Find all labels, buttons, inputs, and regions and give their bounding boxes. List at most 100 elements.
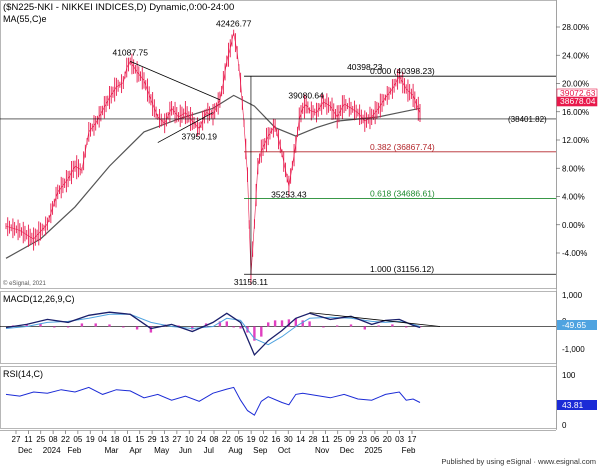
macd-histogram-bar — [260, 326, 263, 337]
macd-histogram-bar — [280, 320, 284, 327]
x-tick-label: 15 — [135, 435, 144, 444]
support-line-label: (38401.82) — [508, 115, 547, 124]
rsi-layer — [5, 386, 421, 416]
x-tick-label: 01 — [123, 435, 132, 444]
macd-histogram-bar — [66, 326, 70, 328]
x-tick-label: 05 — [73, 435, 82, 444]
x-month-label: Apr — [129, 446, 142, 455]
price-y-tick-label: 8.00% — [562, 164, 585, 173]
x-tick-label: 22 — [61, 435, 70, 444]
x-tick-label: 25 — [36, 435, 45, 444]
x-month-label: Feb — [402, 446, 416, 455]
x-tick-label: 29 — [148, 435, 157, 444]
x-tick-label: 04 — [98, 435, 107, 444]
x-tick-label: 11 — [321, 435, 330, 444]
macd-layer — [0, 311, 556, 357]
x-tick-label: 20 — [383, 435, 392, 444]
macd-panel-frame — [0, 291, 557, 364]
fib-label: 1.000 (31156.12) — [370, 264, 434, 274]
macd-histogram-bar — [225, 321, 228, 327]
x-month-label: Dec — [18, 446, 32, 455]
rsi-y-tick-label: 100 — [562, 371, 576, 380]
macd-title: MACD(12,26,9,C) — [3, 294, 75, 304]
trendline-upper — [130, 61, 221, 101]
macd-histogram-bar — [336, 325, 339, 327]
price-y-tick-label: 24.00% — [562, 51, 589, 60]
x-tick-label: 17 — [408, 435, 417, 444]
x-month-label: Sep — [253, 446, 268, 455]
x-month-label: Jul — [204, 446, 214, 455]
macd-histogram-bar — [239, 326, 242, 329]
macd-histogram-bar — [391, 324, 394, 327]
x-month-label: Jun — [179, 446, 192, 455]
x-month-label: Aug — [228, 446, 242, 455]
price-y-tick-label: 16.00% — [562, 108, 589, 117]
x-tick-label: 08 — [210, 435, 219, 444]
macd-histogram-bar — [122, 326, 125, 328]
x-tick-label: 27 — [172, 435, 181, 444]
macd-histogram-bar — [308, 321, 311, 327]
macd-histogram-bar — [287, 319, 291, 327]
x-month-label: Oct — [278, 446, 291, 455]
macd-histogram-bar — [267, 322, 270, 327]
price-y-tick-label: 0.00% — [562, 221, 585, 230]
macd-histogram-bar — [322, 326, 325, 328]
x-tick-label: 08 — [49, 435, 58, 444]
macd-histogram-bar — [232, 326, 235, 328]
price-y-tick-label: -4.00% — [562, 249, 587, 258]
x-month-label: Mar — [105, 446, 119, 455]
fib-label: 0.618 (34686.61) — [370, 189, 435, 199]
macd-histogram-bar — [80, 323, 84, 327]
x-tick-label: 25 — [333, 435, 342, 444]
x-tick-label: 05 — [234, 435, 243, 444]
footer-credit: Published by using eSignal · www.esignal… — [441, 457, 596, 466]
price-label: 42426.77 — [216, 19, 252, 29]
price-y-tick-label: 12.00% — [562, 136, 589, 145]
macd-y-tick-label: -1,000 — [562, 345, 585, 354]
price-line — [5, 32, 421, 275]
x-tick-label: 27 — [12, 435, 21, 444]
macd-histogram-bar — [273, 320, 277, 327]
rsi-panel-frame — [0, 366, 557, 429]
axis-layer: 28.00% 24.00% 20.00% 16.00% 12.00% 8.00% 4.00%… — [0, 23, 598, 455]
macd-histogram-bar — [218, 321, 222, 327]
price-label: 37950.19 — [181, 132, 217, 142]
last-price-value: 38678.04 — [560, 96, 596, 106]
macd-last-value: -49.65 — [562, 320, 586, 330]
x-tick-label: 06 — [370, 435, 379, 444]
fib-label: 0.000 (40398.23) — [370, 66, 435, 76]
x-tick-label: 28 — [309, 435, 318, 444]
ma-label: MA(55,C)e — [3, 14, 47, 24]
x-month-label: 2024 — [43, 446, 61, 455]
x-tick-label: 11 — [24, 435, 33, 444]
price-label: 35253.43 — [271, 189, 307, 199]
x-tick-label: 22 — [222, 435, 231, 444]
price-y-tick-label: 20.00% — [562, 80, 589, 89]
macd-histogram-bar — [25, 324, 28, 327]
rsi-last-badge — [557, 400, 597, 410]
price-label: 31156.11 — [234, 277, 268, 287]
macd-histogram-bar — [149, 326, 153, 333]
macd-histogram-bar — [349, 324, 353, 327]
price-label: 40398.23 — [347, 62, 383, 72]
annotation-layer: (38401.82) 0.000 (40398.23) 0.382 (36867.7… — [0, 19, 556, 287]
x-tick-label: 19 — [247, 435, 256, 444]
macd-line — [5, 311, 421, 357]
macd-histogram-bar — [108, 324, 111, 327]
x-tick-label: 09 — [346, 435, 355, 444]
fib-label: 0.382 (36867.74) — [370, 142, 435, 152]
x-tick-label: 03 — [395, 435, 404, 444]
macd-histogram-bar — [135, 326, 139, 330]
x-month-label: Nov — [315, 446, 329, 455]
x-tick-label: 13 — [160, 435, 169, 444]
x-tick-label: 10 — [185, 435, 194, 444]
x-tick-label: 18 — [111, 435, 120, 444]
last-price-badge — [556, 96, 598, 107]
macd-histogram-bar — [253, 326, 256, 341]
macd-trendline — [309, 312, 441, 327]
x-tick-label: 23 — [358, 435, 367, 444]
macd-histogram-bar — [377, 325, 380, 327]
last-price-value: 39072.63 — [560, 88, 596, 98]
macd-signal-line — [5, 313, 421, 346]
macd-last-badge — [557, 320, 597, 330]
